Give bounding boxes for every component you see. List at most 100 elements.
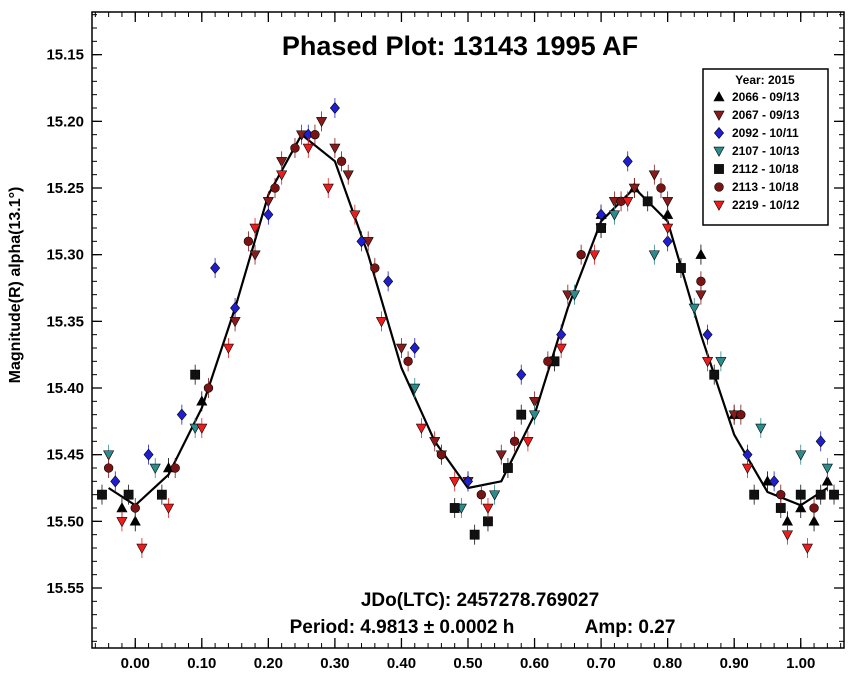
data-point — [715, 357, 727, 368]
legend-label: 2113 - 10/18 — [732, 180, 799, 194]
data-point — [143, 448, 154, 461]
chart-title: Phased Plot: 13143 1995 AF — [282, 31, 638, 61]
data-point — [136, 543, 148, 554]
data-point — [509, 436, 520, 447]
data-point — [210, 262, 221, 274]
data-point — [628, 183, 640, 194]
legend-entry: 2107 - 10/13 — [713, 144, 800, 158]
data-point — [821, 475, 833, 486]
data-point — [349, 210, 361, 221]
data-point — [103, 463, 114, 473]
data-point — [263, 208, 274, 221]
data-point — [688, 303, 700, 314]
legend-marker — [713, 146, 725, 157]
legend-marker — [713, 91, 725, 102]
legend-label: 2067 - 09/13 — [732, 108, 800, 122]
data-point — [170, 463, 180, 473]
legend-entry: 2067 - 09/13 — [713, 108, 800, 122]
data-point — [409, 383, 421, 394]
y-tick-label: 15.25 — [46, 180, 84, 197]
data-point — [662, 235, 673, 248]
data-point — [116, 517, 128, 528]
data-point — [522, 437, 534, 448]
legend-entry: 2219 - 10/12 — [713, 198, 800, 212]
legend-title: Year: 2015 — [735, 73, 795, 87]
legend-label: 2092 - 10/11 — [732, 126, 799, 140]
x-tick-label: 0.80 — [653, 655, 682, 672]
data-point — [656, 183, 666, 193]
amplitude-label: Amp: 0.27 — [585, 617, 676, 638]
legend-label: 2219 - 10/12 — [732, 198, 800, 212]
data-point — [781, 530, 794, 541]
legend-entry: 2113 - 10/18 — [714, 180, 799, 194]
data-point — [769, 475, 780, 488]
data-point — [489, 490, 501, 501]
period-label: Period: 4.9813 ± 0.0002 h — [290, 617, 515, 638]
data-point — [123, 489, 134, 500]
data-point — [476, 489, 486, 500]
data-point — [709, 369, 720, 380]
x-tick-label: 1.00 — [786, 655, 815, 672]
data-point — [516, 409, 527, 420]
data-point — [808, 515, 820, 526]
legend-entries: 2066 - 09/13 2067 - 09/13 2092 - 10/11 2107… — [713, 90, 800, 212]
data-point — [342, 170, 354, 181]
data-point — [249, 250, 261, 261]
data-point — [322, 183, 334, 194]
legend-entry: 2112 - 10/18 — [714, 162, 799, 176]
data-point — [821, 463, 833, 474]
y-tick-label: 15.35 — [46, 313, 84, 330]
data-point — [196, 423, 208, 434]
data-point — [648, 250, 660, 261]
data-point — [622, 197, 634, 208]
data-point — [662, 223, 674, 234]
legend-entry: 2092 - 10/11 — [714, 126, 799, 140]
legend-marker — [713, 200, 725, 211]
data-point — [815, 489, 826, 500]
series-2113 — [103, 124, 819, 518]
data-point — [543, 356, 553, 367]
data-points-layer — [97, 98, 839, 558]
data-point — [129, 515, 141, 526]
data-point — [156, 489, 167, 500]
data-point — [403, 356, 413, 367]
legend: Year: 2015 2066 - 09/13 2067 - 09/13 2092 … — [702, 68, 829, 226]
data-point — [276, 170, 288, 181]
data-point — [162, 503, 175, 514]
y-tick-label: 15.45 — [46, 447, 84, 464]
data-point — [190, 369, 201, 380]
y-tick-label: 15.20 — [46, 113, 84, 130]
data-point — [375, 317, 388, 328]
data-point — [829, 489, 839, 500]
y-axis-label: Magnitude(R) alpha(13.1°) — [7, 187, 24, 384]
data-point — [588, 250, 601, 261]
legend-label: 2107 - 10/13 — [732, 144, 800, 158]
data-point — [755, 423, 767, 434]
data-point — [608, 210, 620, 221]
data-point — [696, 276, 706, 287]
series-2219 — [116, 138, 813, 558]
data-point — [436, 449, 447, 460]
data-point — [775, 503, 786, 513]
x-tick-label: 0.40 — [387, 655, 416, 672]
data-point — [702, 328, 713, 341]
data-point — [97, 489, 107, 500]
series-2092 — [110, 98, 826, 492]
data-point — [270, 183, 280, 193]
data-point — [503, 463, 513, 473]
legend-marker — [714, 127, 724, 139]
x-tick-label: 0.00 — [121, 655, 150, 672]
x-tick-label: 0.70 — [586, 655, 615, 672]
data-point — [415, 423, 427, 434]
data-point — [695, 248, 707, 259]
data-point — [149, 463, 161, 474]
epoch-label: JDo(LTC): 2457278.769027 — [361, 590, 599, 611]
legend-entry: 2066 - 09/13 — [713, 90, 800, 104]
data-point — [795, 489, 806, 500]
data-point — [622, 155, 633, 168]
legend-marker — [713, 110, 725, 121]
data-point — [196, 395, 208, 406]
data-point — [801, 543, 813, 554]
data-point — [370, 263, 380, 273]
data-point — [429, 437, 441, 448]
